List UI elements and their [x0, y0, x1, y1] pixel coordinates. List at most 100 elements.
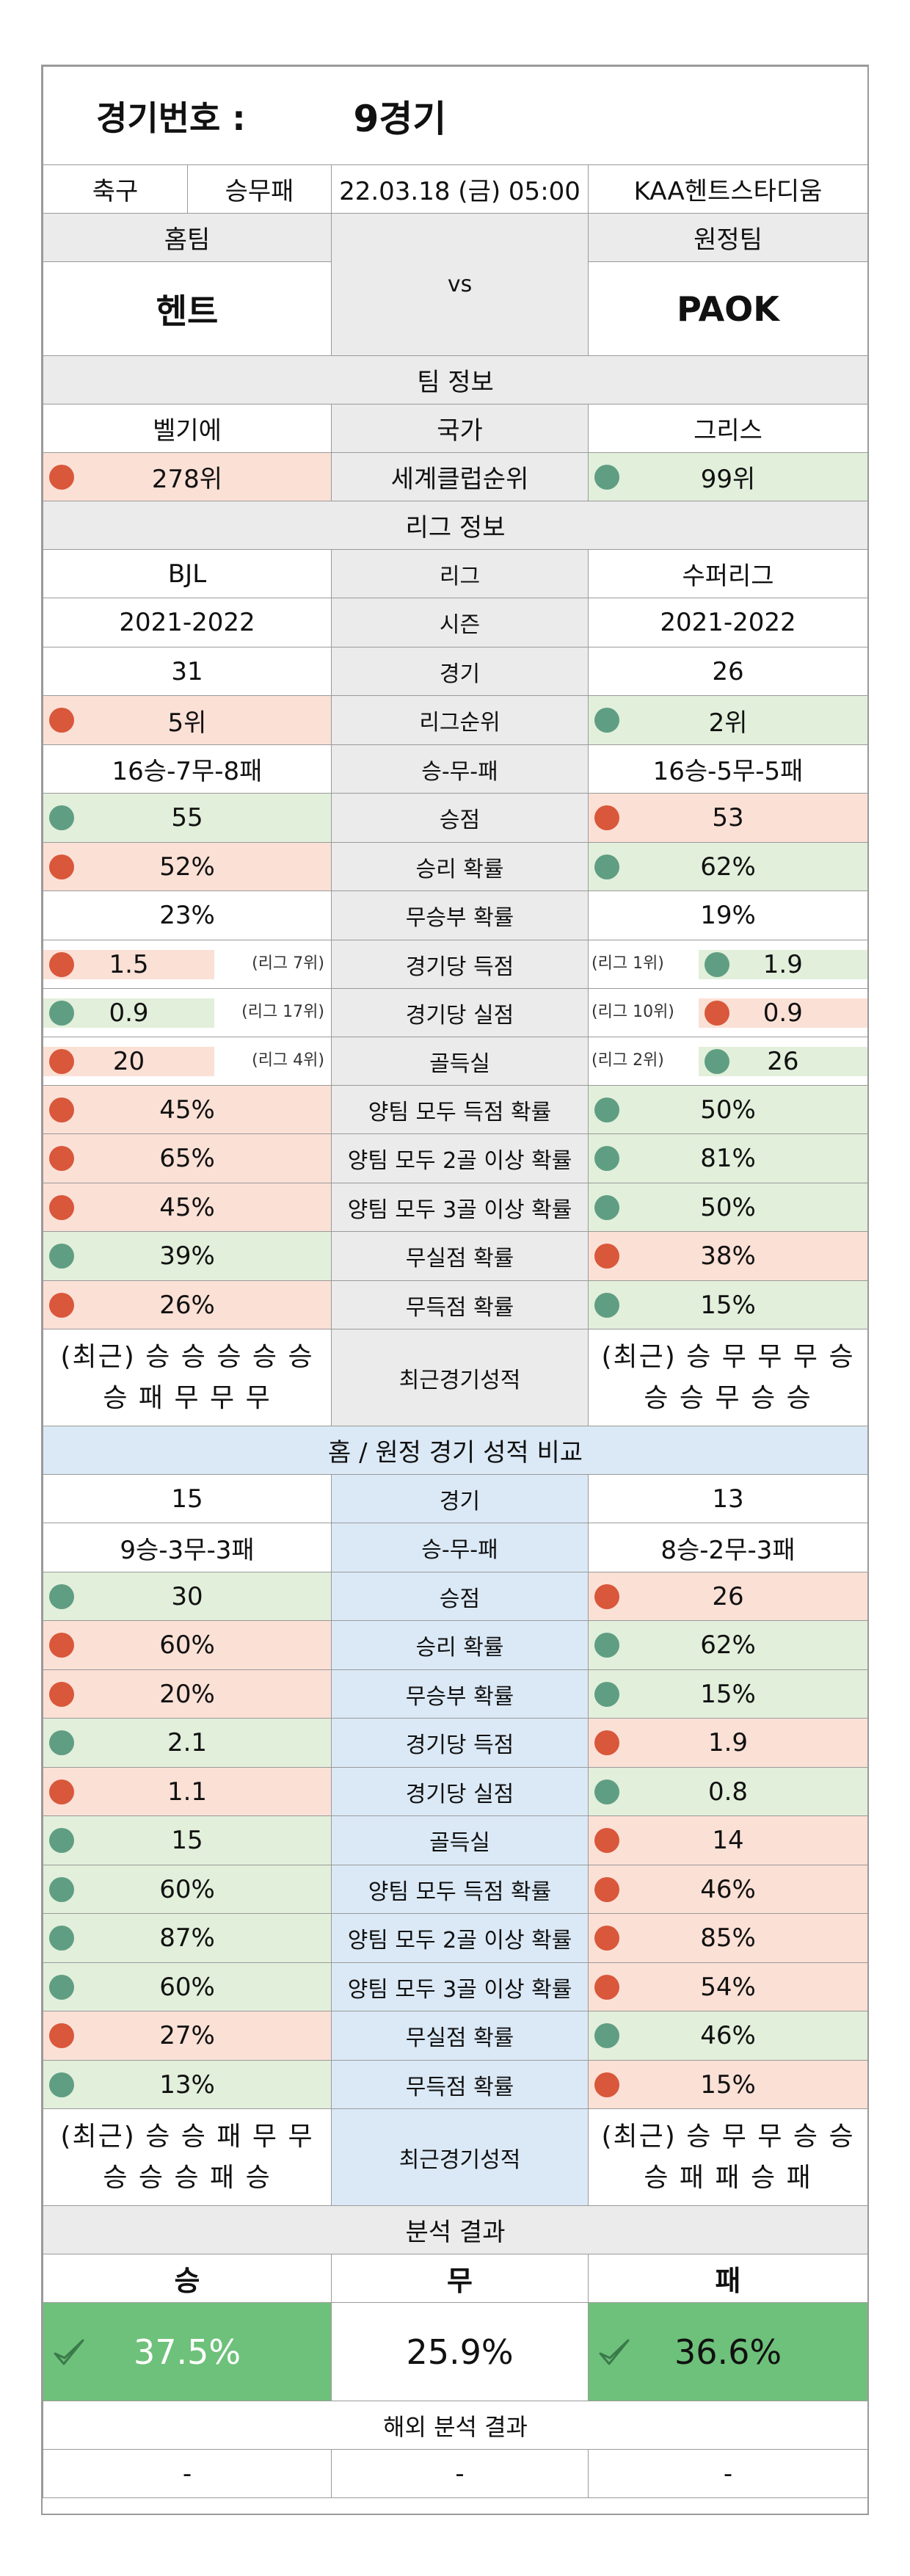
home-stat-value: 45% [159, 1192, 215, 1222]
indicator-dot-icon [49, 1828, 74, 1853]
indicator-dot-icon [594, 708, 620, 733]
home-league-rank-note: (리그 17위) [241, 1002, 324, 1021]
indicator-dot-icon [594, 1633, 620, 1658]
indicator-dot-icon [49, 1779, 74, 1804]
home-stat-value: 13% [159, 2069, 215, 2100]
indicator-dot-icon [49, 1730, 74, 1755]
indicator-dot-icon [594, 1146, 620, 1171]
row-label: 무승부 확률 [331, 1669, 589, 1719]
country-label: 국가 [331, 404, 589, 453]
check-icon [54, 2339, 84, 2365]
home-stat-value: 60% [159, 1874, 215, 1904]
away-stat-value: 14 [712, 1826, 744, 1855]
home-stat-value: 60% [159, 1972, 215, 2002]
away-stat: 16승-5무-5패 [588, 744, 869, 794]
indicator-dot-icon [49, 2072, 74, 2097]
row-label: 승점 [331, 1572, 589, 1621]
row-label: 양팀 모두 득점 확률 [331, 1085, 589, 1134]
away-stat: 14 [588, 1815, 869, 1865]
draw-probability-value: 25.9% [406, 2332, 514, 2372]
away-stat: 수퍼리그 [588, 549, 869, 598]
analysis-title: 분석 결과 [42, 2205, 869, 2254]
away-stat-value: 15% [700, 1679, 756, 1709]
home-ranked-stat: 1.5 (리그 7위) [42, 940, 332, 989]
away-stat: 50% [588, 1085, 869, 1134]
away-stat: 19% [588, 890, 869, 940]
away-stat: 0.8 [588, 1767, 869, 1816]
away-stat: 62% [588, 1620, 869, 1670]
row-label: 골득실 [331, 1815, 589, 1865]
row-label: 승-무-패 [331, 1523, 589, 1572]
away-ranked-stat: (리그 1위) 1.9 [588, 940, 869, 989]
draw-label: 무 [331, 2254, 589, 2303]
home-country: 벨기에 [42, 404, 332, 453]
check-icon [599, 2339, 630, 2365]
indicator-dot-icon [49, 1244, 74, 1269]
indicator-dot-icon [594, 1244, 620, 1269]
home-stat: 27% [42, 2011, 332, 2061]
table-row: 26% 무득점 확률 15% [42, 1280, 869, 1329]
table-row: 분석 결과 [42, 2205, 869, 2254]
home-stat-value: 5위 [167, 708, 207, 738]
away-league-rank-note: (리그 10위) [592, 1002, 674, 1021]
home-stat: 23% [42, 890, 332, 940]
home-stat: 45% [42, 1183, 332, 1232]
match-number: 9경기 [331, 66, 869, 165]
away-stat-value: 53 [712, 803, 744, 832]
match-datetime: 22.03.18 (금) 05:00 [331, 164, 589, 214]
away-team-label: 원정팀 [588, 213, 869, 262]
away-stat-value: 46% [700, 2021, 756, 2050]
indicator-dot-icon [704, 1000, 729, 1026]
analysis-table: 경기번호 : 9경기 축구 승무패 22.03.18 (금) 05:00 KAA… [42, 66, 869, 2498]
overseas-lose: - [588, 2449, 869, 2498]
home-stat-value: 15 [171, 1826, 203, 1855]
away-recent-line: 승 승 무 승 승 [644, 1382, 812, 1413]
away-stat-value: 50% [700, 1095, 756, 1125]
indicator-dot-icon [594, 1730, 620, 1755]
home-stat: 52% [42, 842, 332, 891]
indicator-dot-icon [49, 1974, 74, 2000]
away-stat: 62% [588, 842, 869, 891]
home-stat: 45% [42, 1085, 332, 1134]
indicator-dot-icon [594, 1097, 620, 1122]
table-row: 15 골득실 14 [42, 1815, 869, 1865]
away-stat: 85% [588, 1913, 869, 1963]
home-ranked-value: 1.5 [109, 949, 149, 979]
table-row: 30 승점 26 [42, 1572, 869, 1621]
indicator-dot-icon [49, 1681, 74, 1707]
table-row: 45% 양팀 모두 3골 이상 확률 50% [42, 1183, 869, 1232]
row-label: 리그순위 [331, 695, 589, 745]
table-row: 13% 무득점 확률 15% [42, 2060, 869, 2109]
home-stat-value: 45% [159, 1095, 215, 1125]
table-row: 15 경기 13 [42, 1474, 869, 1523]
indicator-dot-icon [49, 1633, 74, 1658]
away-ranked-stat: (리그 2위) 26 [588, 1037, 869, 1086]
home-stat: 15 [42, 1815, 332, 1865]
home-stat-value: 65% [159, 1144, 215, 1173]
indicator-dot-icon [49, 951, 74, 977]
indicator-dot-icon [594, 2072, 620, 2097]
table-row: --- [42, 2449, 869, 2498]
away-stat-value: 81% [700, 1144, 756, 1173]
away-stat-value: 1.9 [707, 1728, 749, 1757]
row-label: 경기당 실점 [331, 988, 589, 1037]
away-stat: 13 [588, 1474, 869, 1523]
row-label: 무득점 확률 [331, 2060, 589, 2109]
table-row: 45% 양팀 모두 득점 확률 50% [42, 1085, 869, 1134]
home-stat-value: 55 [171, 803, 203, 832]
match-analysis-sheet: 경기번호 : 9경기 축구 승무패 22.03.18 (금) 05:00 KAA… [41, 65, 869, 2515]
table-row: 31 경기 26 [42, 647, 869, 696]
overseas-win: - [42, 2449, 332, 2498]
table-row: 60% 양팀 모두 3골 이상 확률 54% [42, 1962, 869, 2011]
away-stat: 46% [588, 1865, 869, 1914]
away-stat: 53 [588, 793, 869, 843]
home-recent-line: 승 패 무 무 무 [103, 1382, 272, 1413]
row-label: 양팀 모두 3골 이상 확률 [331, 1183, 589, 1232]
home-team-name: 헨트 [42, 261, 332, 356]
away-ranked-value: 26 [767, 1046, 799, 1076]
away-stat: 15% [588, 2060, 869, 2109]
row-label: 무실점 확률 [331, 1231, 589, 1281]
